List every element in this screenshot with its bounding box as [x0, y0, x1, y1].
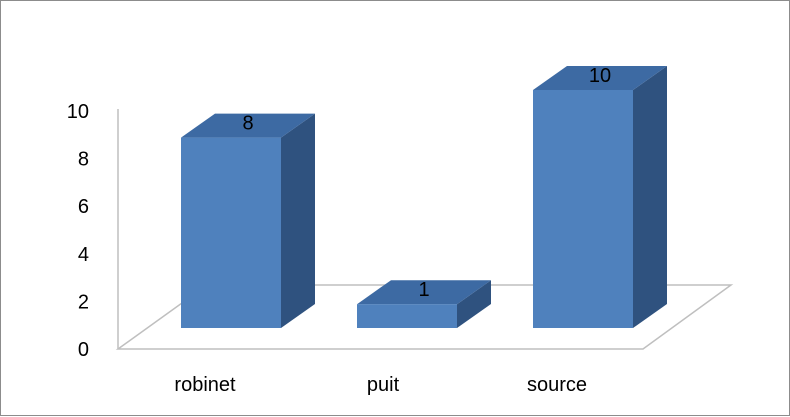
y-axis-ticks: 0 2 4 6 8 10: [67, 101, 89, 361]
category-label: source: [527, 374, 587, 396]
bar-top-face: [357, 280, 491, 305]
y-tick-label: 10: [67, 101, 89, 123]
floor-plane: [115, 284, 734, 350]
data-labels: 8 1 10: [242, 65, 611, 301]
category-label: puit: [367, 374, 400, 396]
category-label: robinet: [174, 374, 236, 396]
y-tick-label: 8: [78, 149, 89, 171]
bar-top-face: [181, 113, 315, 138]
y-tick-label: 4: [78, 244, 89, 266]
bar-side-face: [633, 66, 667, 328]
y-tick-label: 6: [78, 196, 89, 218]
y-tick-label: 0: [78, 339, 89, 361]
bar-front-face: [181, 137, 281, 328]
bar-side-face: [457, 280, 491, 328]
bars: [181, 66, 667, 328]
chart-axes: [115, 109, 734, 350]
bar: [357, 280, 491, 328]
bar-top-face: [533, 66, 667, 90]
data-label: 8: [242, 113, 253, 135]
data-label: 1: [418, 279, 429, 301]
bar: [533, 66, 667, 328]
category-labels: robinet puit source: [174, 374, 587, 396]
bar-front-face: [357, 304, 457, 328]
bar-side-face: [281, 113, 315, 328]
y-tick-label: 2: [78, 291, 89, 313]
data-label: 10: [589, 65, 611, 87]
bar: [181, 113, 315, 328]
bar-front-face: [533, 90, 633, 328]
